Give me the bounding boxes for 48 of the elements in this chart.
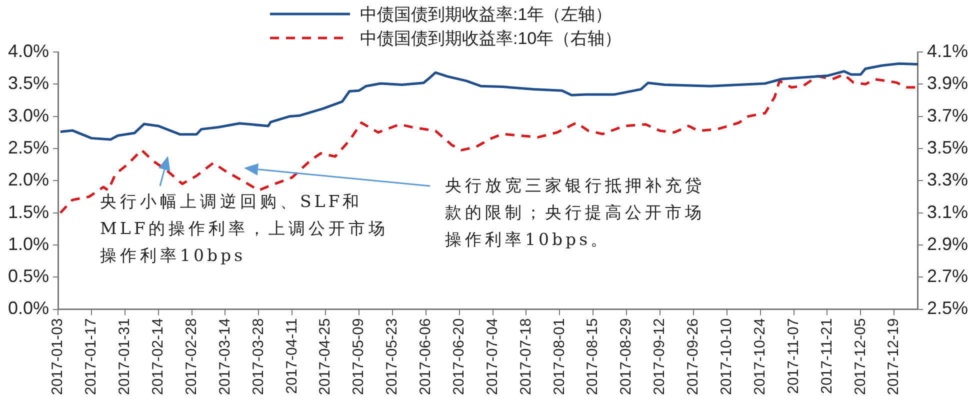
- x-tick-label: 2017-06-06: [417, 318, 434, 396]
- y2-tick-label: 2.5%: [926, 298, 968, 318]
- x-tick-label: 2017-01-17: [82, 318, 100, 396]
- x-tick-label: 2017-01-03: [49, 318, 66, 396]
- x-tick-label: 2017-10-10: [718, 318, 736, 396]
- x-tick-label: 2017-08-29: [618, 318, 635, 396]
- x-tick-label: 2017-10-24: [751, 318, 768, 396]
- y2-tick-label: 3.1%: [926, 202, 968, 222]
- annotation: 央行放宽三家银行抵押补充贷款的限制；央行提高公开市场操作利率10bps。: [445, 175, 706, 251]
- x-tick-label: 2017-04-11: [283, 318, 300, 394]
- x-tick-label: 2017-09-12: [651, 318, 668, 396]
- x-tick-label: 2017-12-19: [885, 318, 902, 396]
- y-tick-label: 2.0%: [8, 170, 50, 190]
- x-tick-label: 2017-09-26: [684, 318, 702, 396]
- x-tick-label: 2017-07-04: [484, 318, 501, 396]
- x-tick-label: 2017-03-28: [250, 318, 267, 396]
- legend-label: 中债国债到期收益率:10年（右轴）: [360, 28, 622, 50]
- legend-label: 中债国债到期收益率:1年（左轴）: [360, 4, 612, 26]
- annotation: 央行小幅上调逆回购、SLF和MLF的操作利率，上调公开市场操作利率10bps: [100, 191, 390, 267]
- x-tick-label: 2017-08-01: [550, 318, 568, 396]
- y-tick-label: 1.5%: [8, 202, 50, 222]
- x-tick-label: 2017-11-07: [784, 318, 802, 394]
- y2-tick-label: 2.7%: [926, 266, 968, 286]
- y2-tick-label: 3.9%: [926, 73, 968, 94]
- x-tick-label: 2017-03-14: [216, 318, 234, 396]
- y-tick-label: 3.0%: [8, 105, 50, 126]
- y2-tick-label: 3.5%: [926, 137, 968, 158]
- y-tick-label: 0.0%: [8, 298, 50, 318]
- y-tick-label: 1.0%: [8, 234, 50, 254]
- y2-tick-label: 4.1%: [926, 40, 968, 61]
- x-tick-label: 2017-11-21: [818, 318, 836, 394]
- x-tick-label: 2017-05-09: [350, 318, 368, 396]
- x-tick-label: 2017-07-18: [517, 318, 534, 396]
- x-tick-label: 2017-02-28: [182, 318, 200, 396]
- y-tick-label: 4.0%: [8, 40, 50, 61]
- x-tick-label: 2017-04-25: [316, 318, 334, 396]
- y2-tick-label: 3.3%: [926, 170, 968, 190]
- x-tick-label: 2017-06-20: [450, 318, 468, 396]
- y2-tick-label: 3.7%: [926, 105, 968, 126]
- x-tick-label: 2017-01-31: [116, 318, 134, 396]
- x-tick-label: 2017-12-05: [852, 318, 869, 396]
- x-tick-label: 2017-08-15: [584, 318, 602, 396]
- y2-tick-label: 2.9%: [926, 234, 968, 254]
- y-tick-label: 3.5%: [8, 73, 50, 94]
- x-tick-label: 2017-02-14: [149, 318, 166, 396]
- y-tick-label: 0.5%: [8, 266, 50, 286]
- x-tick-label: 2017-05-23: [384, 318, 401, 396]
- y-tick-label: 2.5%: [8, 137, 50, 158]
